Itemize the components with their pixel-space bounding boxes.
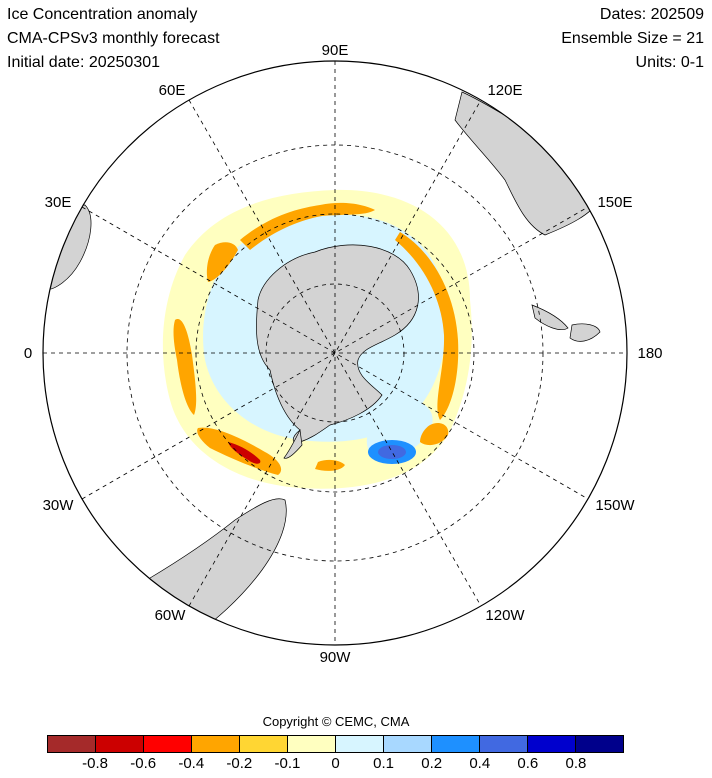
colorbar-tick-label: 0.6 — [517, 755, 539, 772]
colorbar-tick-label: -0.8 — [82, 755, 109, 772]
colorbar-swatch — [480, 736, 528, 752]
colorbar-ticks: -0.8 -0.6 -0.4 -0.2 -0.1 0 0.1 0.2 0.4 0.6 0.8 — [47, 755, 624, 775]
lon-label-150e: 150E — [597, 194, 632, 211]
colorbar-swatch — [240, 736, 288, 752]
anomaly-band-north — [240, 202, 375, 250]
anomaly-band-west — [173, 319, 197, 415]
colorbar-swatch — [288, 736, 336, 752]
colorbar-swatch — [48, 736, 96, 752]
lon-label-90w: 90W — [320, 649, 352, 666]
map-title: Ice Concentration anomaly — [7, 6, 198, 23]
units-label: Units: 0-1 — [635, 54, 704, 71]
anomaly-band-east — [395, 232, 459, 420]
antarctic-peninsula — [283, 428, 303, 459]
graticule — [43, 61, 627, 645]
lon-label-180: 180 — [637, 345, 662, 362]
lon-label-60e: 60E — [159, 82, 186, 99]
colorbar-tick-label: 0.8 — [565, 755, 587, 772]
colorbar-swatch — [144, 736, 192, 752]
colorbar-swatch — [336, 736, 384, 752]
anomaly-red-core — [228, 442, 261, 464]
colorbar — [47, 735, 624, 753]
lon-label-0: 0 — [24, 345, 32, 362]
colorbar-tick-label: 0.2 — [421, 755, 443, 772]
lon-label-120w: 120W — [485, 607, 525, 624]
lon-label-60w: 60W — [155, 607, 187, 624]
map-boundary — [42, 60, 628, 646]
anomaly-band-southeast — [420, 423, 449, 446]
copyright-notice: Copyright © CEMC, CMA — [262, 714, 410, 729]
anomaly-band-northwest — [206, 242, 238, 282]
polar-map: 90E 60E 120E 30E 150E 0 180 30W 150W 60W… — [24, 42, 663, 666]
colorbar-swatch — [192, 736, 240, 752]
lon-label-90e: 90E — [322, 42, 349, 59]
lon-label-30w: 30W — [43, 497, 75, 514]
lon-label-30e: 30E — [45, 194, 72, 211]
field-layer — [44, 91, 601, 645]
lon-label-120e: 120E — [487, 82, 522, 99]
forecast-dates: Dates: 202509 — [599, 6, 704, 23]
anomaly-band-south — [315, 459, 345, 471]
colorbar-swatch — [96, 736, 144, 752]
colorbar-swatch — [576, 736, 623, 752]
colorbar-tick-label: 0 — [331, 755, 340, 772]
colorbar-swatch — [528, 736, 576, 752]
colorbar-tick-label: -0.6 — [130, 755, 157, 772]
positive-anomaly-inner — [378, 445, 406, 459]
colorbar-swatch — [384, 736, 432, 752]
colorbar-tick-label: -0.4 — [178, 755, 205, 772]
colorbar-tick-label: 0.1 — [373, 755, 395, 772]
lon-label-150w: 150W — [595, 497, 635, 514]
model-subtitle: CMA-CPSv3 monthly forecast — [7, 30, 220, 47]
colorbar-swatch — [432, 736, 480, 752]
colorbar-tick-label: -0.2 — [226, 755, 253, 772]
colorbar-tick-label: -0.1 — [274, 755, 301, 772]
colorbar-tick-label: 0.4 — [469, 755, 491, 772]
antarctica-land — [256, 244, 419, 444]
initial-date: Initial date: 20250301 — [7, 54, 161, 71]
ensemble-size: Ensemble Size = 21 — [561, 30, 704, 47]
